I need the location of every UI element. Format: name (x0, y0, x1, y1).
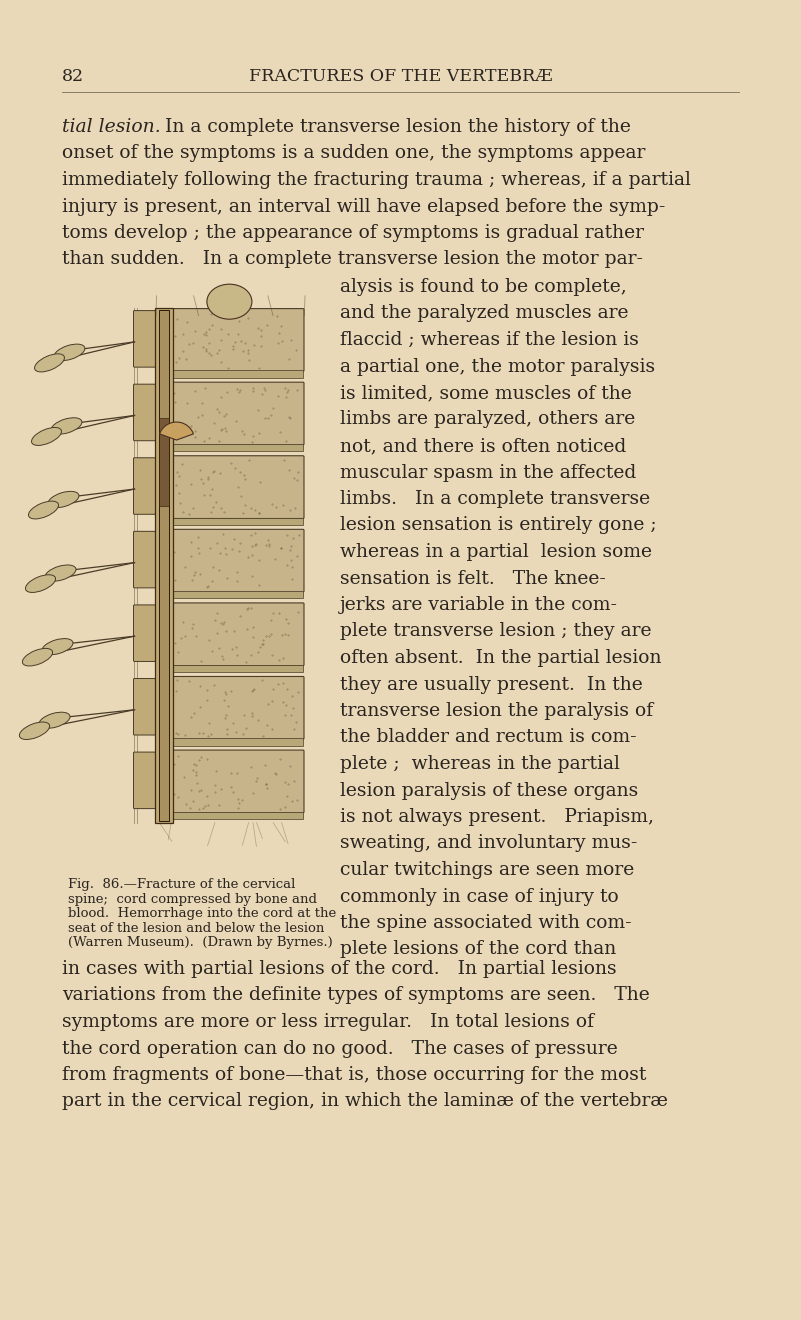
Text: onset of the symptoms is a sudden one, the symptoms appear: onset of the symptoms is a sudden one, t… (62, 144, 646, 162)
Bar (160, 738, 303, 746)
FancyBboxPatch shape (159, 676, 304, 739)
FancyBboxPatch shape (159, 529, 304, 593)
Text: than sudden.   In a complete transverse lesion the motor par-: than sudden. In a complete transverse le… (62, 251, 643, 268)
Text: seat of the lesion and below the lesion: seat of the lesion and below the lesion (68, 921, 324, 935)
Text: FRACTURES OF THE VERTEBRÆ: FRACTURES OF THE VERTEBRÆ (248, 69, 553, 84)
Text: plete transverse lesion ; they are: plete transverse lesion ; they are (340, 623, 651, 640)
Bar (160, 444, 303, 451)
Ellipse shape (22, 648, 53, 667)
Bar (160, 517, 303, 525)
Ellipse shape (31, 428, 62, 445)
Text: alysis is found to be complete,: alysis is found to be complete, (340, 279, 626, 296)
Text: not, and there is often noticed: not, and there is often noticed (340, 437, 626, 455)
Text: part in the cervical region, in which the laminæ of the vertebræ: part in the cervical region, in which th… (62, 1093, 668, 1110)
Text: they are usually present.  In the: they are usually present. In the (340, 676, 642, 693)
Text: injury is present, an interval will have elapsed before the symp-: injury is present, an interval will have… (62, 198, 666, 215)
FancyBboxPatch shape (159, 750, 304, 813)
FancyBboxPatch shape (134, 384, 155, 441)
Text: limbs are paralyzed, others are: limbs are paralyzed, others are (340, 411, 635, 429)
Ellipse shape (42, 639, 73, 655)
Text: tial lesion.: tial lesion. (62, 117, 161, 136)
Text: variations from the definite types of symptoms are seen.   The: variations from the definite types of sy… (62, 986, 650, 1005)
Text: muscular spasm in the affected: muscular spasm in the affected (340, 463, 636, 482)
FancyBboxPatch shape (134, 458, 155, 515)
Ellipse shape (51, 417, 82, 434)
Ellipse shape (45, 565, 76, 581)
Text: is limited, some muscles of the: is limited, some muscles of the (340, 384, 632, 403)
Text: symptoms are more or less irregular.   In total lesions of: symptoms are more or less irregular. In … (62, 1012, 594, 1031)
Bar (159, 310, 168, 821)
Ellipse shape (29, 502, 58, 519)
Text: commonly in case of injury to: commonly in case of injury to (340, 887, 618, 906)
Ellipse shape (207, 284, 252, 319)
Text: immediately following the fracturing trauma ; whereas, if a partial: immediately following the fracturing tra… (62, 172, 691, 189)
Bar (160, 812, 303, 820)
Ellipse shape (26, 574, 55, 593)
Text: the bladder and rectum is com-: the bladder and rectum is com- (340, 729, 637, 747)
Text: 82: 82 (62, 69, 84, 84)
Text: lesion paralysis of these organs: lesion paralysis of these organs (340, 781, 638, 800)
Text: limbs.   In a complete transverse: limbs. In a complete transverse (340, 490, 650, 508)
FancyBboxPatch shape (159, 309, 304, 371)
Ellipse shape (48, 491, 79, 508)
Text: plete lesions of the cord than: plete lesions of the cord than (340, 940, 616, 958)
Text: a partial one, the motor paralysis: a partial one, the motor paralysis (340, 358, 655, 375)
FancyBboxPatch shape (134, 678, 155, 735)
FancyBboxPatch shape (159, 603, 304, 665)
Bar (155, 308, 172, 822)
Text: sweating, and involuntary mus-: sweating, and involuntary mus- (340, 834, 638, 853)
FancyBboxPatch shape (159, 455, 304, 519)
Ellipse shape (39, 713, 70, 729)
Text: In a complete transverse lesion the history of the: In a complete transverse lesion the hist… (153, 117, 631, 136)
Text: often absent.  In the partial lesion: often absent. In the partial lesion (340, 649, 662, 667)
Text: plete ;  whereas in the partial: plete ; whereas in the partial (340, 755, 620, 774)
Text: and the paralyzed muscles are: and the paralyzed muscles are (340, 305, 629, 322)
Bar (160, 371, 303, 378)
FancyBboxPatch shape (134, 605, 155, 661)
Text: Fig.  86.—Fracture of the cervical: Fig. 86.—Fracture of the cervical (68, 878, 296, 891)
FancyBboxPatch shape (134, 752, 155, 809)
Text: sensation is felt.   The knee-: sensation is felt. The knee- (340, 569, 606, 587)
FancyBboxPatch shape (134, 310, 155, 367)
Text: is not always present.   Priapism,: is not always present. Priapism, (340, 808, 654, 826)
Bar (160, 665, 303, 672)
Text: (Warren Museum).  (Drawn by Byrnes.): (Warren Museum). (Drawn by Byrnes.) (68, 936, 332, 949)
FancyBboxPatch shape (159, 383, 304, 445)
Bar (159, 418, 168, 507)
Text: jerks are variable in the com-: jerks are variable in the com- (340, 597, 618, 614)
Text: flaccid ; whereas if the lesion is: flaccid ; whereas if the lesion is (340, 331, 639, 348)
Ellipse shape (54, 345, 85, 360)
FancyBboxPatch shape (134, 532, 155, 587)
Ellipse shape (19, 722, 50, 739)
Wedge shape (159, 422, 193, 440)
Text: toms develop ; the appearance of symptoms is gradual rather: toms develop ; the appearance of symptom… (62, 224, 644, 242)
Ellipse shape (34, 354, 64, 372)
Bar (160, 591, 303, 598)
Text: the spine associated with com-: the spine associated with com- (340, 913, 632, 932)
Text: whereas in a partial  lesion some: whereas in a partial lesion some (340, 543, 652, 561)
Text: blood.  Hemorrhage into the cord at the: blood. Hemorrhage into the cord at the (68, 907, 336, 920)
Text: the cord operation can do no good.   The cases of pressure: the cord operation can do no good. The c… (62, 1040, 618, 1057)
Text: from fragments of bone—that is, those occurring for the most: from fragments of bone—that is, those oc… (62, 1067, 646, 1084)
Text: cular twitchings are seen more: cular twitchings are seen more (340, 861, 634, 879)
Text: lesion sensation is entirely gone ;: lesion sensation is entirely gone ; (340, 516, 657, 535)
Text: transverse lesion the paralysis of: transverse lesion the paralysis of (340, 702, 653, 719)
Text: spine;  cord compressed by bone and: spine; cord compressed by bone and (68, 892, 317, 906)
Text: in cases with partial lesions of the cord.   In partial lesions: in cases with partial lesions of the cor… (62, 960, 617, 978)
